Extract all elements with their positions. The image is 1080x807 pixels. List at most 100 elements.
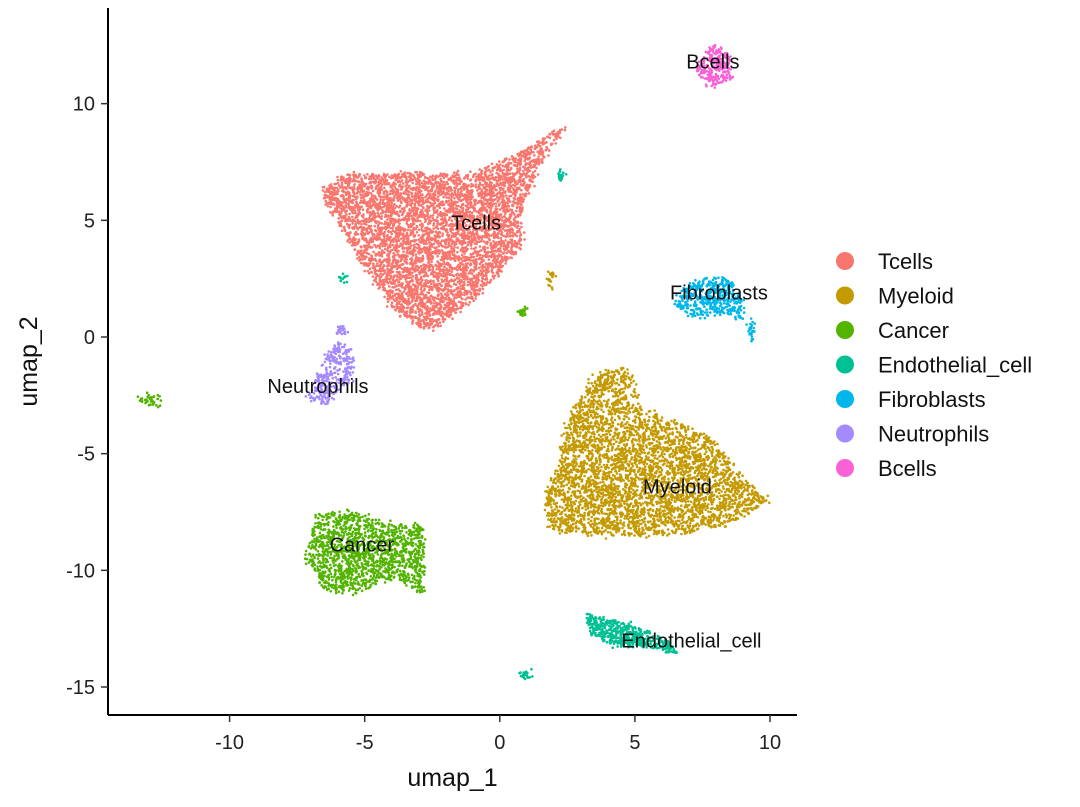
cell-point bbox=[474, 185, 478, 189]
cell-point bbox=[361, 190, 365, 194]
cell-point bbox=[397, 305, 400, 309]
cell-point bbox=[442, 320, 445, 324]
cell-point bbox=[490, 162, 494, 166]
cell-point bbox=[503, 160, 506, 163]
cell-point bbox=[433, 296, 437, 300]
cell-point bbox=[510, 256, 513, 260]
cell-point bbox=[456, 272, 459, 276]
cell-point bbox=[426, 305, 429, 308]
cell-point bbox=[462, 187, 466, 190]
cell-point bbox=[360, 177, 363, 180]
cell-point bbox=[322, 185, 326, 189]
cell-point bbox=[442, 180, 446, 184]
cell-point bbox=[331, 203, 335, 206]
cell-point bbox=[381, 242, 384, 245]
cell-point bbox=[528, 156, 531, 159]
cell-point bbox=[507, 225, 510, 228]
cell-point bbox=[373, 216, 376, 220]
cell-point bbox=[390, 202, 394, 205]
cell-point bbox=[353, 195, 357, 199]
cell-point bbox=[516, 167, 519, 170]
cell-point bbox=[470, 279, 473, 282]
cell-point bbox=[392, 199, 395, 202]
cell-point bbox=[411, 239, 415, 243]
cell-point bbox=[481, 292, 485, 295]
cell-point bbox=[518, 242, 521, 245]
cell-point bbox=[356, 218, 360, 222]
cell-point bbox=[457, 196, 461, 200]
cell-point bbox=[498, 187, 502, 190]
cell-point bbox=[380, 238, 384, 242]
cell-point bbox=[381, 244, 384, 248]
cell-point bbox=[428, 314, 432, 317]
cell-point bbox=[355, 175, 358, 179]
cell-point bbox=[352, 236, 356, 239]
cell-point bbox=[484, 273, 488, 277]
cell-point bbox=[450, 235, 454, 239]
cell-point bbox=[462, 194, 466, 198]
cell-point bbox=[379, 275, 383, 279]
cell-point bbox=[453, 296, 457, 299]
cell-point bbox=[512, 188, 515, 192]
cell-point bbox=[490, 192, 494, 196]
cell-point bbox=[519, 237, 523, 241]
cell-point bbox=[512, 172, 516, 176]
cell-point bbox=[322, 196, 326, 200]
cell-point bbox=[351, 222, 355, 225]
cell-point bbox=[437, 249, 440, 252]
cell-point bbox=[496, 183, 500, 186]
cell-point bbox=[499, 176, 503, 179]
cell-point bbox=[465, 185, 469, 189]
cell-point bbox=[385, 243, 389, 246]
cell-point bbox=[486, 264, 490, 268]
cell-point bbox=[391, 226, 394, 230]
cell-point bbox=[452, 175, 455, 179]
cell-point bbox=[399, 181, 402, 184]
cell-point bbox=[380, 215, 384, 218]
cell-point bbox=[442, 172, 446, 176]
cell-point bbox=[477, 174, 480, 178]
cell-point bbox=[453, 288, 456, 292]
cell-point bbox=[494, 202, 498, 205]
cell-point bbox=[432, 329, 435, 333]
cell-point bbox=[524, 157, 528, 161]
cell-point bbox=[374, 277, 377, 281]
cell-point bbox=[446, 250, 450, 254]
cell-point bbox=[386, 233, 389, 237]
cell-point bbox=[399, 209, 402, 213]
cell-point bbox=[348, 217, 352, 221]
cell-point bbox=[420, 235, 424, 239]
cell-point bbox=[463, 252, 466, 255]
cell-point bbox=[424, 176, 427, 180]
cell-point bbox=[466, 283, 470, 287]
cell-point bbox=[501, 164, 505, 168]
cell-point bbox=[363, 174, 366, 177]
cell-point bbox=[504, 176, 508, 179]
cell-point bbox=[499, 193, 503, 197]
cell-point bbox=[519, 152, 522, 156]
cell-point bbox=[453, 243, 456, 247]
cell-point bbox=[522, 169, 525, 173]
cell-point bbox=[388, 192, 392, 196]
cell-point bbox=[533, 184, 536, 188]
cell-point bbox=[437, 318, 440, 321]
cell-point bbox=[504, 194, 508, 197]
cell-point bbox=[401, 227, 405, 230]
cell-point bbox=[509, 200, 512, 203]
cell-point bbox=[459, 284, 463, 288]
cell-point bbox=[391, 290, 395, 293]
cell-point bbox=[357, 213, 360, 217]
cell-point bbox=[436, 199, 440, 203]
cell-point bbox=[430, 202, 433, 205]
cell-point bbox=[460, 306, 463, 310]
cell-point bbox=[368, 258, 372, 261]
cell-point bbox=[414, 189, 418, 192]
cell-point bbox=[523, 181, 526, 184]
cell-point bbox=[507, 220, 511, 223]
cell-point bbox=[494, 262, 498, 265]
cell-point bbox=[529, 148, 533, 152]
cell-point bbox=[420, 311, 424, 314]
cell-point bbox=[411, 320, 414, 324]
cell-point bbox=[431, 265, 435, 269]
